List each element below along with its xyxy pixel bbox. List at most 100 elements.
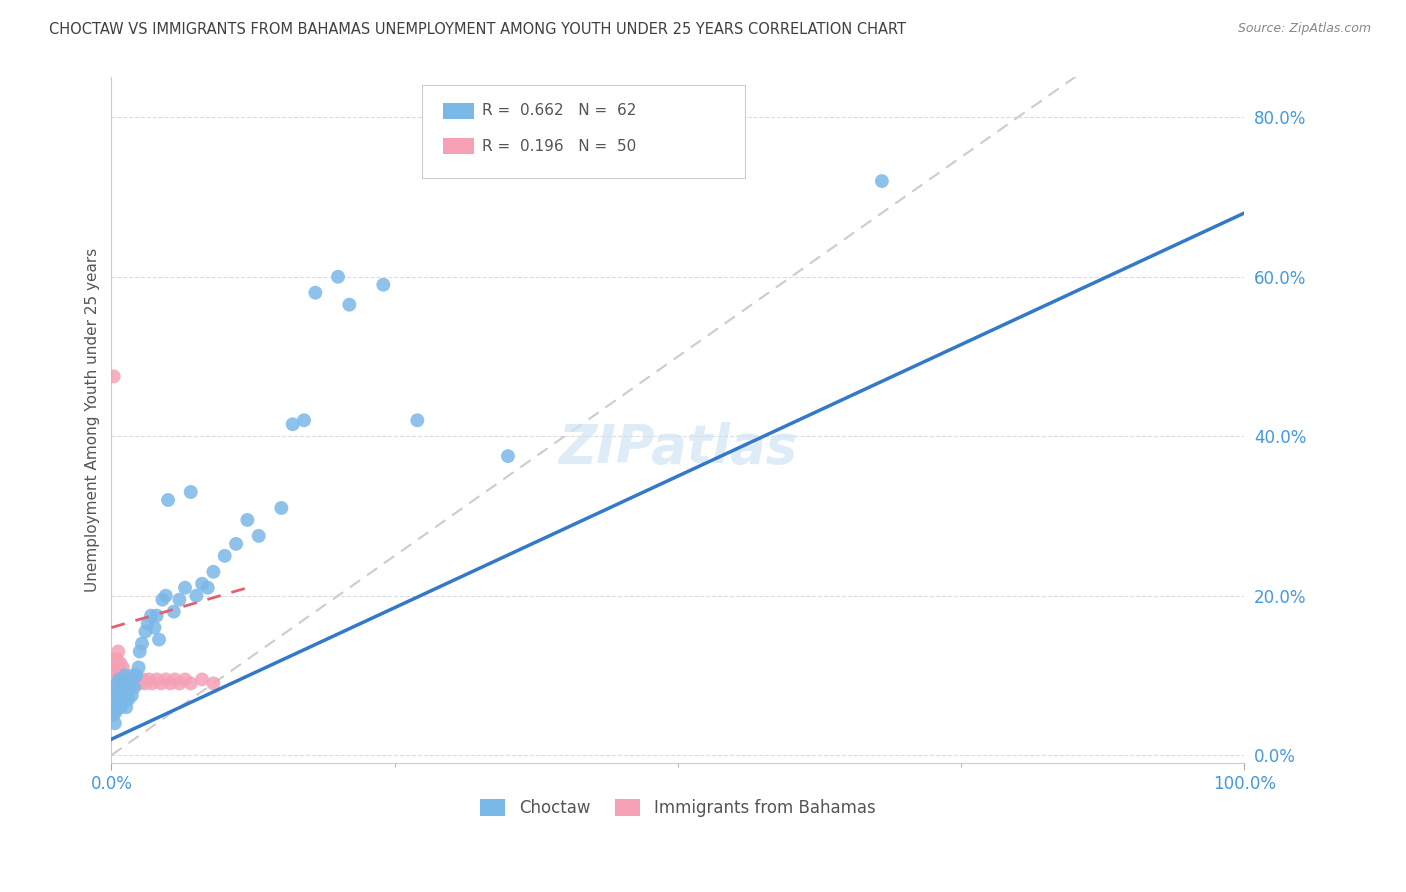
Point [125,668,148,682]
Point [197,581,219,595]
Point [304,285,326,300]
Point [131,636,153,650]
Point [105,668,128,682]
Text: ZIPatlas: ZIPatlas [558,422,797,474]
Text: CHOCTAW VS IMMIGRANTS FROM BAHAMAS UNEMPLOYMENT AMONG YOUTH UNDER 25 YEARS CORRE: CHOCTAW VS IMMIGRANTS FROM BAHAMAS UNEMP… [49,22,907,37]
Point [202,565,225,579]
Point [112,684,135,698]
Point [114,668,136,682]
Point [169,676,191,690]
Point [225,537,247,551]
Point [117,692,139,706]
Point [122,681,145,695]
Point [104,716,127,731]
Point [134,676,156,690]
Point [214,549,236,563]
Point [105,684,128,698]
Point [115,700,138,714]
Point [118,676,141,690]
Text: R =  0.662   N =  62: R = 0.662 N = 62 [482,103,637,118]
Point [107,644,129,658]
Point [118,681,141,695]
Point [163,673,186,687]
Y-axis label: Unemployment Among Youth under 25 years: Unemployment Among Youth under 25 years [86,248,100,592]
Point [157,493,180,508]
Point [121,689,143,703]
Point [104,704,127,718]
Point [111,676,134,690]
Point [103,684,125,698]
Point [110,676,132,690]
Point [870,174,893,188]
Point [101,692,124,706]
Point [125,673,148,687]
Point [159,676,181,690]
Text: Source: ZipAtlas.com: Source: ZipAtlas.com [1237,22,1371,36]
Point [152,592,174,607]
Point [103,652,125,666]
Point [134,624,156,639]
Point [120,673,142,687]
Point [136,616,159,631]
Point [337,298,360,312]
Point [104,689,127,703]
Point [202,676,225,690]
Point [191,673,214,687]
Point [145,673,167,687]
Point [143,621,166,635]
Point [112,673,135,687]
Point [110,681,132,695]
Point [108,668,131,682]
Point [155,673,177,687]
Point [114,676,136,690]
Point [107,689,129,703]
Point [111,696,134,710]
Point [111,660,134,674]
Point [110,657,132,671]
Point [115,673,138,687]
Point [180,676,202,690]
Point [163,605,186,619]
Point [101,676,124,690]
Point [107,676,129,690]
Point [138,673,160,687]
Point [110,689,132,703]
Point [108,673,131,687]
Point [132,673,155,687]
Point [191,576,214,591]
Point [110,700,132,714]
Point [105,676,128,690]
Point [104,660,127,674]
Point [141,676,163,690]
Point [104,681,127,695]
Point [128,660,150,674]
Point [121,673,143,687]
Point [496,449,519,463]
Point [150,676,173,690]
Point [236,513,259,527]
Point [326,269,349,284]
Point [373,277,395,292]
Point [108,681,131,695]
Point [104,657,127,671]
Point [114,692,136,706]
Point [247,529,270,543]
Point [174,581,197,595]
Point [128,644,150,658]
Point [174,673,197,687]
Legend: Choctaw, Immigrants from Bahamas: Choctaw, Immigrants from Bahamas [474,792,882,823]
Point [110,684,132,698]
Point [148,632,170,647]
Point [292,413,315,427]
Point [270,500,292,515]
Point [103,708,125,723]
Point [107,660,129,674]
Point [104,673,127,687]
Point [117,684,139,698]
Point [186,589,208,603]
Text: R =  0.196   N =  50: R = 0.196 N = 50 [482,139,637,153]
Point [105,700,128,714]
Point [110,668,132,682]
Point [281,417,304,432]
Point [122,676,145,690]
